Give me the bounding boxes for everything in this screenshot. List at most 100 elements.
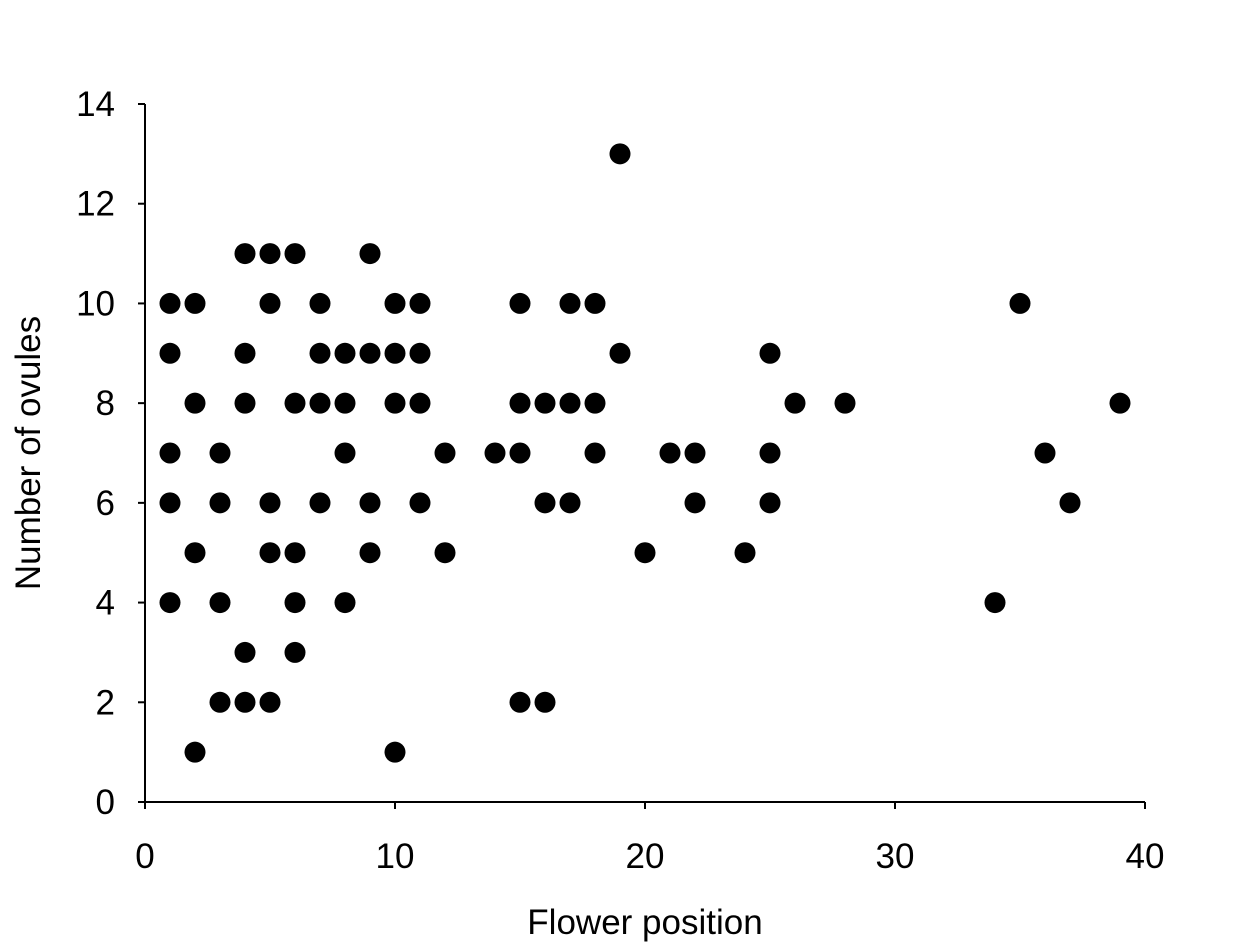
data-point xyxy=(509,691,531,713)
data-point xyxy=(609,143,631,165)
data-point xyxy=(284,542,306,564)
y-ticks: 0 2 4 6 8 10 12 14 xyxy=(76,85,145,822)
data-point xyxy=(509,292,531,314)
data-point xyxy=(159,592,181,614)
data-point xyxy=(234,691,256,713)
data-point xyxy=(359,342,381,364)
data-point xyxy=(159,442,181,464)
data-point xyxy=(159,292,181,314)
x-ticks: 0 10 20 30 40 xyxy=(135,802,1164,876)
data-point xyxy=(334,342,356,364)
x-axis-title: Flower position xyxy=(527,903,762,942)
data-point xyxy=(359,492,381,514)
x-tick-label: 0 xyxy=(135,837,154,876)
data-point xyxy=(359,542,381,564)
y-tick-label: 0 xyxy=(96,783,115,822)
data-point xyxy=(584,292,606,314)
data-point xyxy=(559,492,581,514)
data-point xyxy=(834,392,856,414)
data-point xyxy=(509,392,531,414)
data-point xyxy=(434,442,456,464)
data-point xyxy=(259,542,281,564)
data-point xyxy=(734,542,756,564)
data-point xyxy=(309,492,331,514)
data-point xyxy=(234,641,256,663)
data-point xyxy=(184,292,206,314)
data-point xyxy=(284,592,306,614)
data-point xyxy=(184,542,206,564)
data-point xyxy=(209,592,231,614)
y-tick-label: 10 xyxy=(76,284,115,323)
y-tick-label: 14 xyxy=(76,85,115,124)
data-point xyxy=(534,392,556,414)
data-point xyxy=(1059,492,1081,514)
data-point xyxy=(584,392,606,414)
data-point xyxy=(634,542,656,564)
data-point xyxy=(534,691,556,713)
data-point xyxy=(759,492,781,514)
data-point xyxy=(534,492,556,514)
data-point xyxy=(309,342,331,364)
data-point xyxy=(159,342,181,364)
y-tick-label: 12 xyxy=(76,185,115,224)
data-point xyxy=(334,442,356,464)
y-axis-title: Number of ovules xyxy=(9,316,48,590)
data-point xyxy=(584,442,606,464)
y-tick-label: 6 xyxy=(96,484,115,523)
data-point xyxy=(209,691,231,713)
x-tick-label: 20 xyxy=(626,837,665,876)
data-point xyxy=(284,243,306,265)
data-point xyxy=(259,292,281,314)
data-point xyxy=(234,243,256,265)
data-point xyxy=(759,342,781,364)
data-point xyxy=(984,592,1006,614)
data-point xyxy=(684,442,706,464)
data-point xyxy=(209,492,231,514)
data-point xyxy=(334,392,356,414)
data-point xyxy=(1109,392,1131,414)
data-point xyxy=(284,641,306,663)
data-points xyxy=(159,143,1131,763)
data-point xyxy=(309,292,331,314)
data-point xyxy=(559,392,581,414)
data-point xyxy=(334,592,356,614)
data-point xyxy=(259,492,281,514)
y-tick-label: 2 xyxy=(96,683,115,722)
data-point xyxy=(759,442,781,464)
data-point xyxy=(409,392,431,414)
data-point xyxy=(684,492,706,514)
data-point xyxy=(159,492,181,514)
data-point xyxy=(609,342,631,364)
y-tick-label: 8 xyxy=(96,384,115,423)
data-point xyxy=(559,292,581,314)
data-point xyxy=(409,292,431,314)
data-point xyxy=(434,542,456,564)
data-point xyxy=(359,243,381,265)
data-point xyxy=(1034,442,1056,464)
data-point xyxy=(784,392,806,414)
data-point xyxy=(284,392,306,414)
data-point xyxy=(409,342,431,364)
data-point xyxy=(484,442,506,464)
x-tick-label: 10 xyxy=(376,837,415,876)
data-point xyxy=(309,392,331,414)
x-tick-label: 40 xyxy=(1126,837,1165,876)
data-point xyxy=(259,243,281,265)
data-point xyxy=(509,442,531,464)
data-point xyxy=(384,342,406,364)
data-point xyxy=(1009,292,1031,314)
data-point xyxy=(234,392,256,414)
data-point xyxy=(384,292,406,314)
data-point xyxy=(409,492,431,514)
data-point xyxy=(659,442,681,464)
data-point xyxy=(234,342,256,364)
data-point xyxy=(184,741,206,763)
y-tick-label: 4 xyxy=(96,584,115,623)
axes: 0 2 4 6 8 10 12 14 0 10 20 30 40 xyxy=(76,85,1164,876)
data-point xyxy=(384,392,406,414)
data-point xyxy=(209,442,231,464)
data-point xyxy=(259,691,281,713)
data-point xyxy=(184,392,206,414)
data-point xyxy=(384,741,406,763)
